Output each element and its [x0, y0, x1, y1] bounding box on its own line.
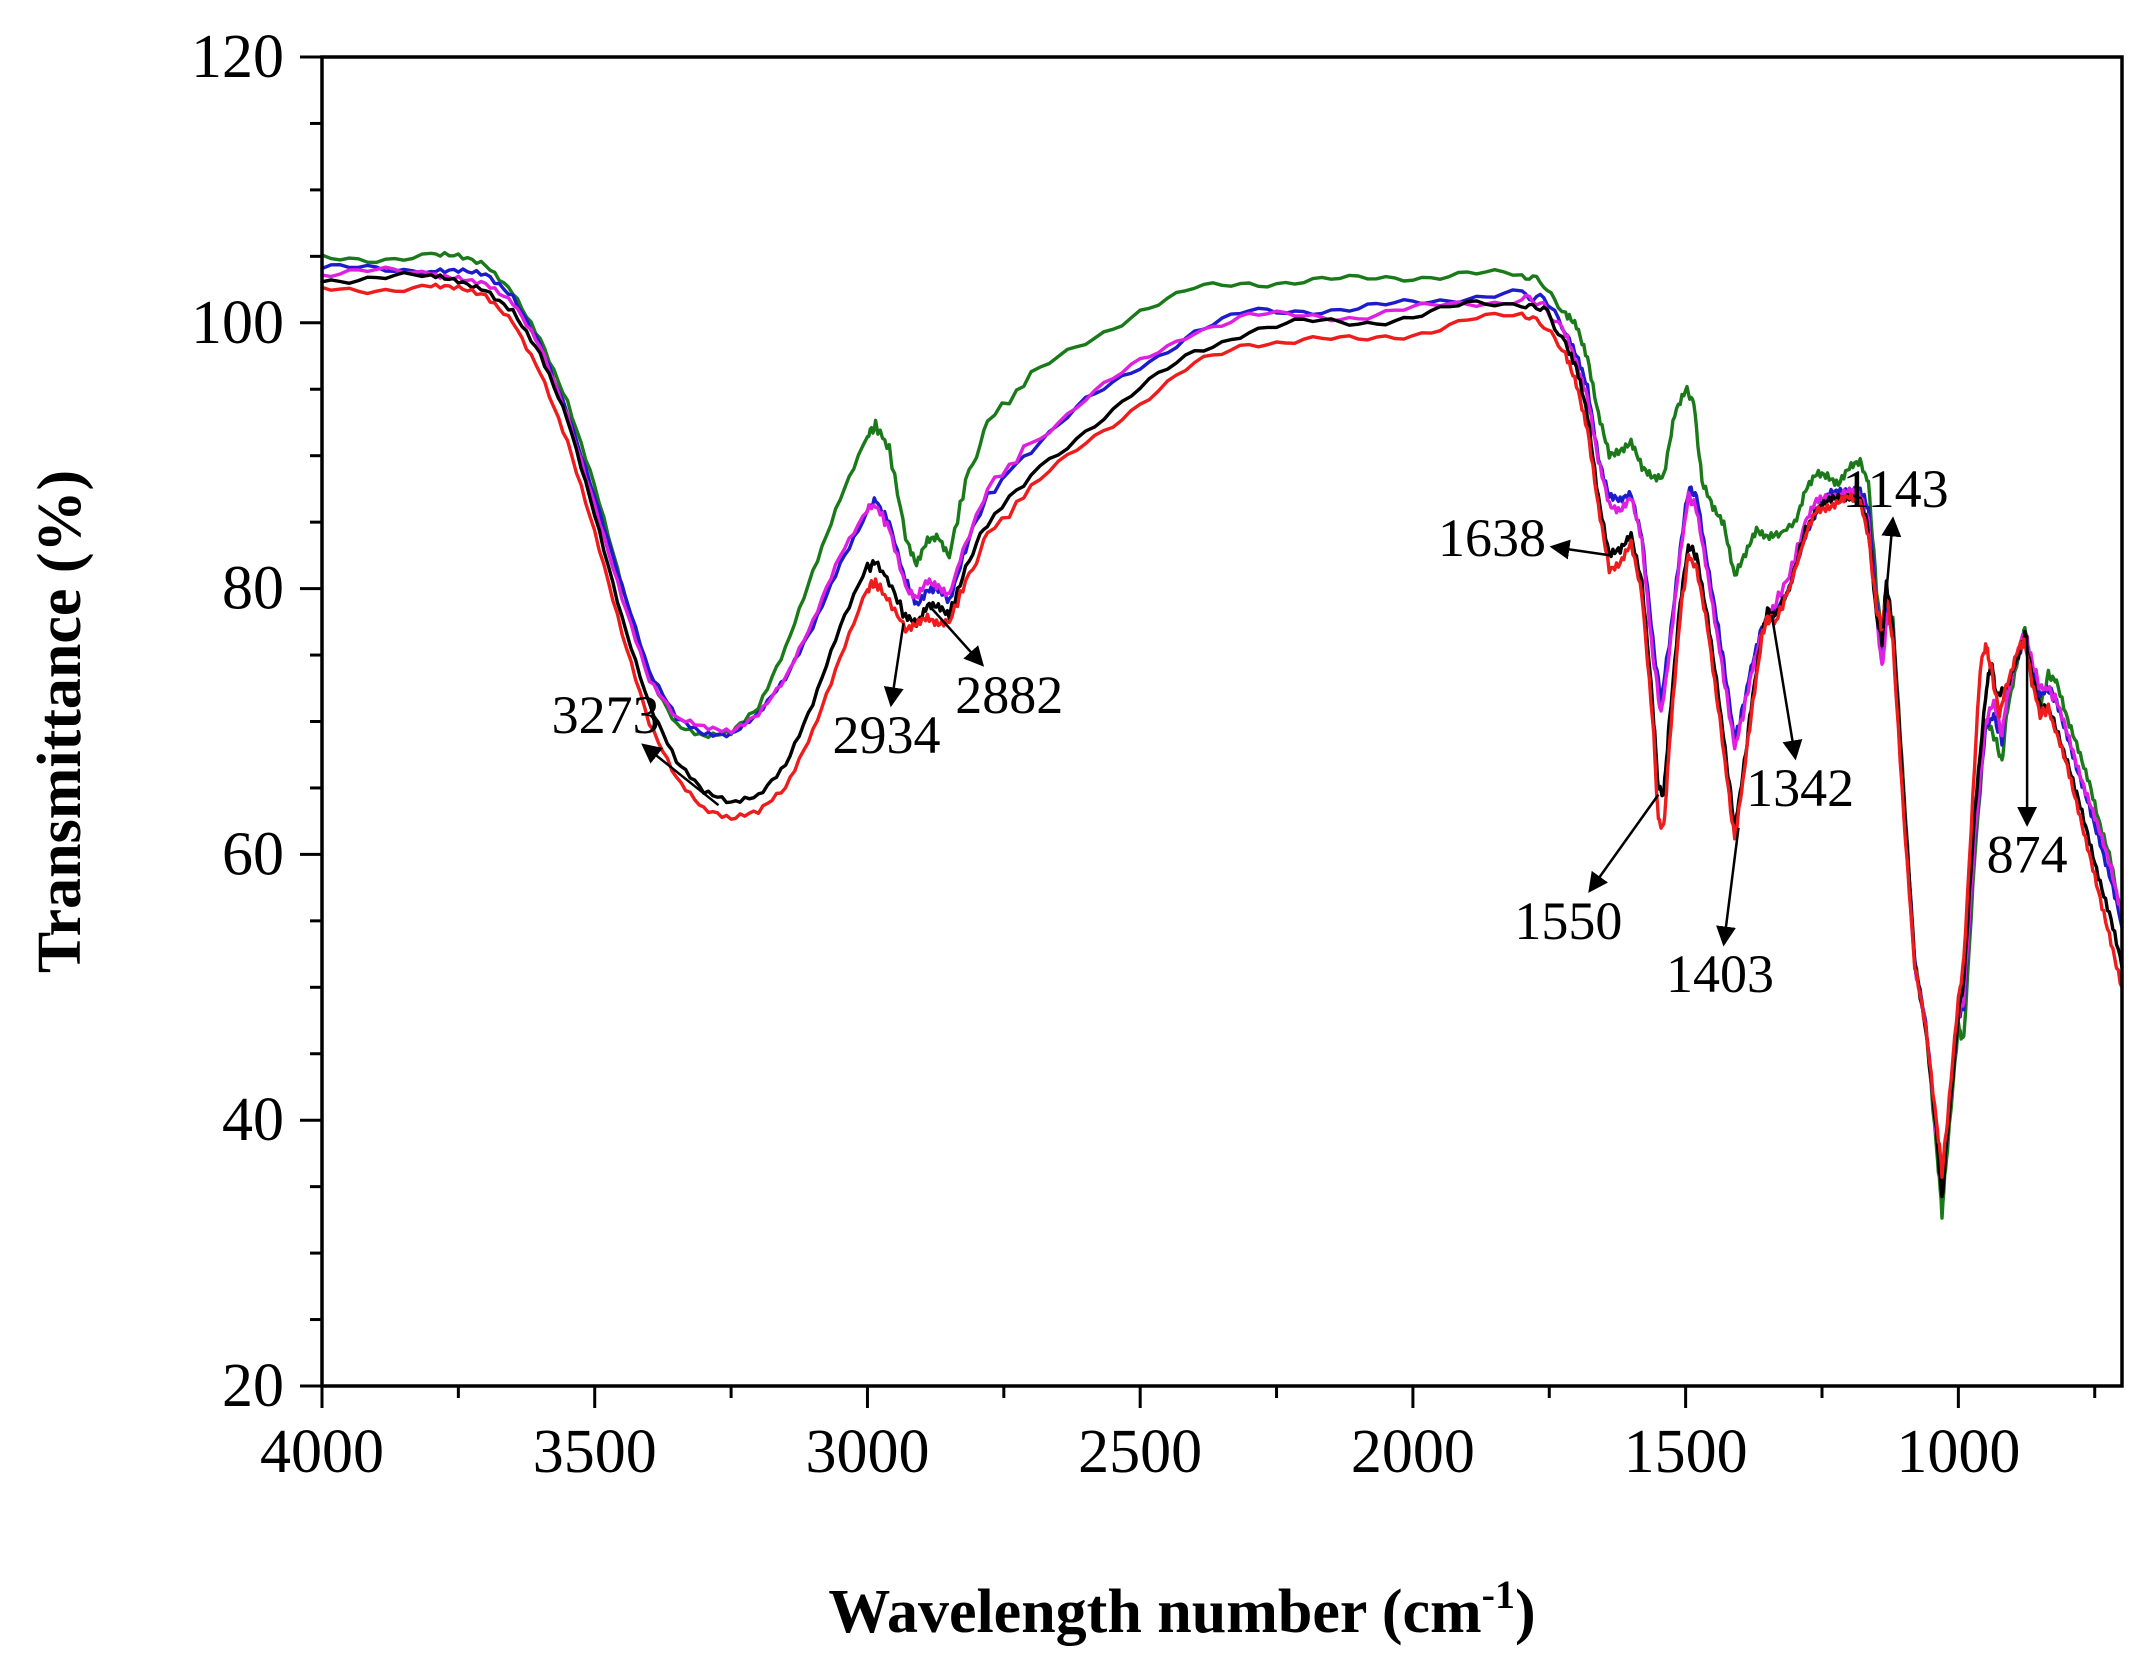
series-line-black: [320, 270, 2124, 1199]
peak-label-2882: 2882: [955, 665, 1063, 725]
x-tick-label: 2500: [1078, 1418, 1202, 1486]
x-axis-title-main: Wavelength number (cm: [828, 1578, 1481, 1646]
series-line-red: [320, 282, 2124, 1179]
peak-arrow-1143: [1881, 516, 1902, 629]
peak-arrow-2882: [930, 607, 985, 667]
y-tick-label: 100: [191, 289, 284, 357]
y-tick-label: 20: [222, 1352, 284, 1420]
x-tick-label: 2000: [1351, 1418, 1475, 1486]
y-tick-label: 60: [222, 820, 284, 888]
y-tick-label: 120: [191, 23, 284, 91]
x-axis-title-superscript: -1: [1482, 1572, 1515, 1617]
peak-label-1638: 1638: [1438, 508, 1546, 568]
peak-label-3273: 3273: [552, 685, 660, 745]
peak-arrow-1342: [1770, 614, 1803, 761]
peak-label-1342: 1342: [1746, 758, 1854, 818]
peak-label-1403: 1403: [1666, 944, 1774, 1004]
peak-arrow-1550: [1588, 793, 1660, 893]
peak-label-1550: 1550: [1514, 891, 1622, 951]
x-tick-label: 1000: [1896, 1418, 2020, 1486]
y-axis-title: Transmittance (%): [26, 470, 94, 973]
peak-arrow-2934: [883, 623, 905, 708]
x-axis-title-close: ): [1515, 1578, 1536, 1646]
x-tick-label: 3500: [533, 1418, 657, 1486]
peak-label-874: 874: [1987, 824, 2068, 884]
series-layer: [320, 250, 2124, 1220]
peak-arrow-1638: [1549, 539, 1611, 560]
peak-arrow-3273: [641, 743, 720, 807]
x-tick-label: 4000: [260, 1418, 384, 1486]
axis-ticks: 20 40 60 80 100 120 4000 3500 3000 2500 2000 1500 10…: [191, 23, 2097, 1486]
x-tick-label: 3000: [805, 1418, 929, 1486]
peak-arrow-1403: [1716, 827, 1740, 947]
x-axis-title: Wavelength number (cm-1): [828, 1572, 1535, 1646]
y-tick-label: 80: [222, 555, 284, 623]
peak-label-1143: 1143: [1843, 459, 1949, 519]
y-tick-label: 40: [222, 1086, 284, 1154]
x-tick-label: 1500: [1624, 1418, 1748, 1486]
peak-label-2934: 2934: [833, 705, 941, 765]
